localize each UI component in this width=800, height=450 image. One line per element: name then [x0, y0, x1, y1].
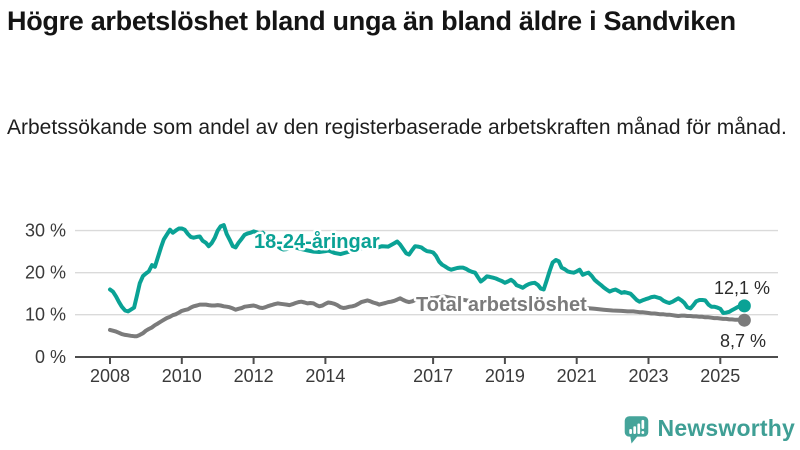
chart-subtitle: Arbetssökande som andel av den registerb…	[7, 116, 787, 139]
x-tick-label: 2012	[234, 366, 274, 386]
series-line-youth	[108, 223, 747, 315]
end-value-label-total: 8,7 %	[720, 331, 766, 351]
end-dot-total	[737, 313, 751, 327]
y-tick-label: 10 %	[25, 305, 66, 325]
newsworthy-bubble-chart-icon	[622, 413, 651, 444]
newsworthy-logo-text: Newsworthy	[657, 415, 795, 441]
x-tick-label: 2014	[305, 366, 345, 386]
x-tick-label: 2017	[413, 366, 453, 386]
x-tick-label: 2019	[485, 366, 525, 386]
end-dot-youth	[737, 299, 751, 313]
x-tick-label: 2025	[700, 366, 740, 386]
newsworthy-logo: Newsworthy	[622, 413, 795, 444]
x-tick-label: 2021	[557, 366, 597, 386]
page-title: Högre arbetslöshet bland unga än bland ä…	[7, 6, 736, 36]
x-tick-label: 2010	[162, 366, 202, 386]
y-tick-label: 20 %	[25, 263, 66, 283]
series-label-total: Total arbetslöshet	[416, 294, 587, 316]
x-tick-label: 2008	[90, 366, 130, 386]
y-tick-label: 0 %	[35, 347, 66, 367]
y-tick-label: 30 %	[25, 221, 66, 241]
end-value-label-youth: 12,1 %	[714, 278, 770, 298]
x-axis: 2008 2010 2012 2014 2017 2019 2021 2023 2025	[75, 356, 778, 386]
y-axis-labels: 0 % 10 % 20 % 30 %	[25, 221, 66, 367]
series-label-youth: 18-24-åringar	[254, 230, 380, 253]
series-line-total	[108, 294, 747, 339]
x-tick-label: 2023	[628, 366, 668, 386]
